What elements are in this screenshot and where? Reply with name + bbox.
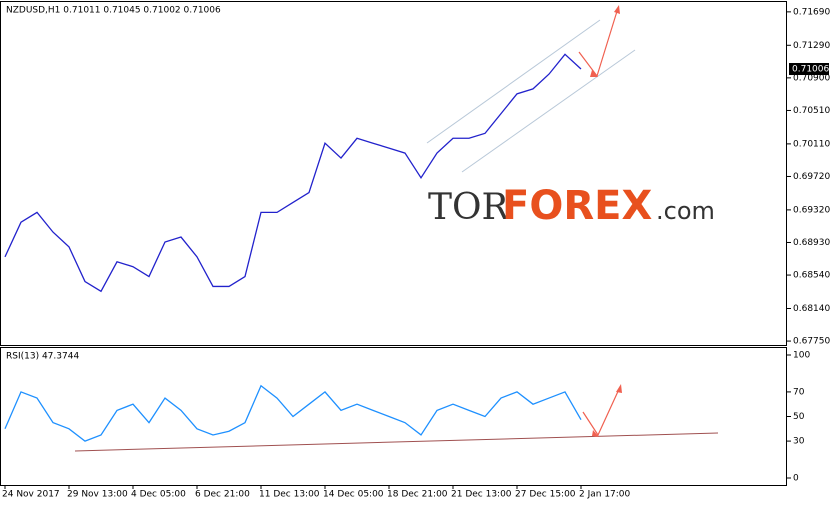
y-tick-label: 0.71690 <box>793 7 830 17</box>
x-tick-label: 6 Dec 21:00 <box>195 490 250 500</box>
price-tag <box>789 63 829 76</box>
rsi-title: RSI(13) 47.3744 <box>6 352 79 362</box>
watermark: TOR <box>428 187 510 228</box>
channel-line <box>426 19 601 144</box>
x-tick-label: 24 Nov 2017 <box>2 490 60 500</box>
channel-line <box>461 49 636 173</box>
y-tick-label: 0.67750 <box>793 337 830 347</box>
rsi-panel <box>0 347 787 486</box>
x-tick-label: 18 Dec 21:00 <box>387 490 448 500</box>
rsi-trend-line <box>74 432 719 452</box>
arrowhead <box>592 384 622 437</box>
y-tick-label: 30 <box>793 437 805 447</box>
y-tick-label: 0.70900 <box>793 73 830 83</box>
x-tick-label: 29 Nov 13:00 <box>67 490 128 500</box>
series-line <box>4 53 582 293</box>
price-panel <box>0 1 787 346</box>
y-tick-label: 50 <box>793 412 805 422</box>
y-tick-label: 0.69720 <box>793 172 830 182</box>
x-tick-label: 2 Jan 17:00 <box>579 490 631 500</box>
x-tick-label: 21 Dec 13:00 <box>451 490 512 500</box>
x-tick-label: 14 Dec 05:00 <box>323 490 384 500</box>
y-tick-label: 0.71290 <box>793 41 830 51</box>
y-tick-label: 0.70110 <box>793 139 830 149</box>
y-tick-label: 0.68140 <box>793 304 830 314</box>
y-tick-label: 0.68930 <box>793 238 830 248</box>
series-line <box>4 384 582 442</box>
forecast-arrow <box>582 386 621 437</box>
y-tick-label: 0.69320 <box>793 205 830 215</box>
x-tick-label: 27 Dec 15:00 <box>515 490 576 500</box>
y-tick-label: 70 <box>793 387 805 397</box>
y-tick-label: 100 <box>793 351 810 361</box>
y-tick-label: 0.70510 <box>793 106 830 116</box>
x-tick-label: 4 Dec 05:00 <box>131 490 186 500</box>
y-tick-label: 0 <box>793 473 799 483</box>
arrowhead <box>590 5 620 77</box>
watermark: .com <box>656 197 715 225</box>
x-tick-label: 11 Dec 13:00 <box>259 490 320 500</box>
watermark: FOREX <box>502 183 652 229</box>
chart-title: NZDUSD,H1 0.71011 0.71045 0.71002 0.7100… <box>6 6 221 16</box>
y-tick-label: 0.68540 <box>793 271 830 281</box>
price-tag-label: 0.71006 <box>792 65 829 75</box>
